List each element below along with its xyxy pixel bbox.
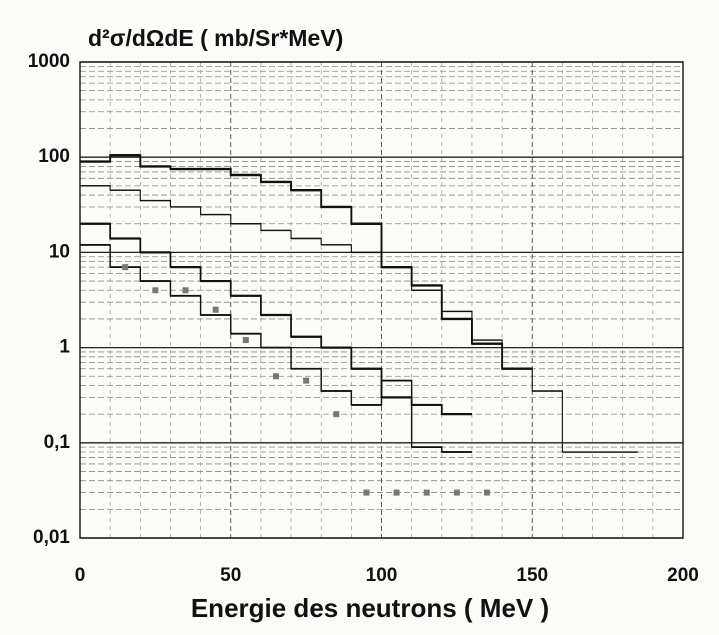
y-tick-label: 1 <box>59 337 70 358</box>
x-tick-label: 50 <box>220 565 241 586</box>
x-tick-label: 150 <box>516 565 548 586</box>
y-tick-label: 0,01 <box>33 527 70 548</box>
data-point <box>484 489 491 496</box>
data-point <box>272 373 279 380</box>
x-axis-label: Energie des neutrons ( MeV ) <box>191 593 549 623</box>
x-tick-label: 200 <box>667 565 699 586</box>
data-point <box>393 489 400 496</box>
data-point <box>122 264 129 271</box>
y-tick-label: 10 <box>49 241 70 262</box>
y-tick-label: 1000 <box>28 51 70 72</box>
data-point <box>182 287 189 294</box>
data-point <box>453 489 460 496</box>
y-tick-label: 100 <box>38 146 70 167</box>
plot-frame <box>79 61 684 539</box>
data-point <box>152 287 159 294</box>
x-tick-label: 0 <box>75 565 86 586</box>
data-point <box>333 411 340 418</box>
chart-title: d²σ/dΩdE ( mb/Sr*MeV) <box>88 25 343 51</box>
data-point <box>242 337 249 344</box>
data-point <box>363 489 370 496</box>
x-tick-label: 100 <box>366 565 398 586</box>
data-point <box>303 377 310 384</box>
data-point <box>212 306 219 313</box>
data-point <box>423 489 430 496</box>
y-tick-label: 0,1 <box>44 432 71 453</box>
